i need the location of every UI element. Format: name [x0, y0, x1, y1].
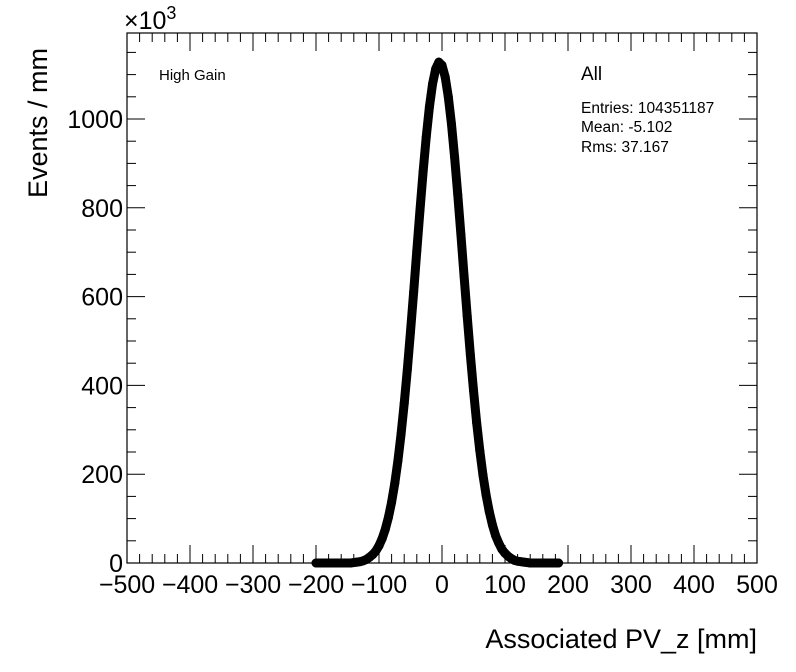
data-point	[437, 60, 447, 70]
y-tick-label: 200	[81, 461, 123, 489]
y-tick-label: 600	[81, 284, 123, 312]
data-point	[453, 189, 463, 199]
data-point	[402, 364, 412, 374]
x-tick-label: −300	[225, 571, 281, 599]
y-tick-label: 400	[81, 372, 123, 400]
tick-labels: −500 −400 −300 −200 −100 0 100 200 300 400 500 0 200…	[67, 106, 777, 599]
data-point	[421, 132, 431, 142]
data-point	[469, 385, 478, 395]
x-tick-label: −500	[99, 571, 155, 599]
series-line	[311, 57, 564, 568]
data-point	[412, 246, 422, 256]
plot-frame	[126, 32, 758, 564]
data-point	[459, 271, 469, 281]
stats-title: All	[581, 64, 602, 85]
data-point	[465, 350, 475, 360]
x-tick-label: 0	[435, 571, 449, 599]
stats-mean: Mean: -5.102	[581, 119, 672, 136]
data-point	[399, 399, 409, 409]
x-tick-label: −200	[288, 571, 344, 599]
y-tick-label: 0	[109, 550, 123, 578]
stats-rms: Rms: 37.167	[581, 139, 669, 156]
y-multiplier: ×103	[124, 3, 176, 35]
x-tick-label: 100	[484, 571, 526, 599]
data-point	[409, 287, 419, 297]
data-point	[484, 506, 494, 516]
data-point	[396, 429, 406, 439]
x-tick-label: −400	[162, 571, 218, 599]
data-point	[424, 102, 434, 112]
x-tick-label: 300	[610, 571, 652, 599]
x-tick-label: 500	[736, 571, 778, 599]
y-axis-label: Events / mm	[23, 48, 53, 198]
data-point	[450, 152, 460, 162]
data-point	[377, 534, 387, 544]
data-point	[380, 524, 390, 534]
data-point	[428, 79, 438, 89]
data-point	[462, 311, 472, 321]
x-axis-label: Associated PV_z [mm]	[485, 624, 757, 654]
x-tick-label: 400	[673, 571, 715, 599]
y-tick-label: 800	[81, 195, 123, 223]
data-point	[387, 497, 397, 507]
data-point	[383, 512, 393, 522]
stats-entries: Entries: 104351187	[581, 100, 714, 117]
x-tick-label: 200	[547, 571, 589, 599]
data-point	[446, 119, 456, 129]
data-point	[390, 479, 400, 489]
y-multiplier-exponent: 3	[166, 3, 176, 23]
data-point	[475, 446, 485, 456]
data-point	[456, 229, 466, 239]
data-point	[487, 520, 497, 530]
data-point	[374, 541, 384, 551]
data-point	[478, 470, 488, 480]
data-point	[491, 530, 501, 540]
data-point	[415, 205, 425, 215]
data-point	[443, 92, 453, 102]
data-series	[311, 57, 564, 568]
data-point	[418, 167, 428, 177]
y-tick-label: 1000	[67, 106, 123, 134]
data-point	[440, 72, 450, 82]
data-point	[393, 456, 403, 466]
x-tick-label: −100	[351, 571, 407, 599]
legend-text: High Gain	[159, 67, 226, 84]
data-point	[481, 490, 491, 500]
data-point	[472, 418, 482, 428]
data-point	[406, 327, 415, 337]
